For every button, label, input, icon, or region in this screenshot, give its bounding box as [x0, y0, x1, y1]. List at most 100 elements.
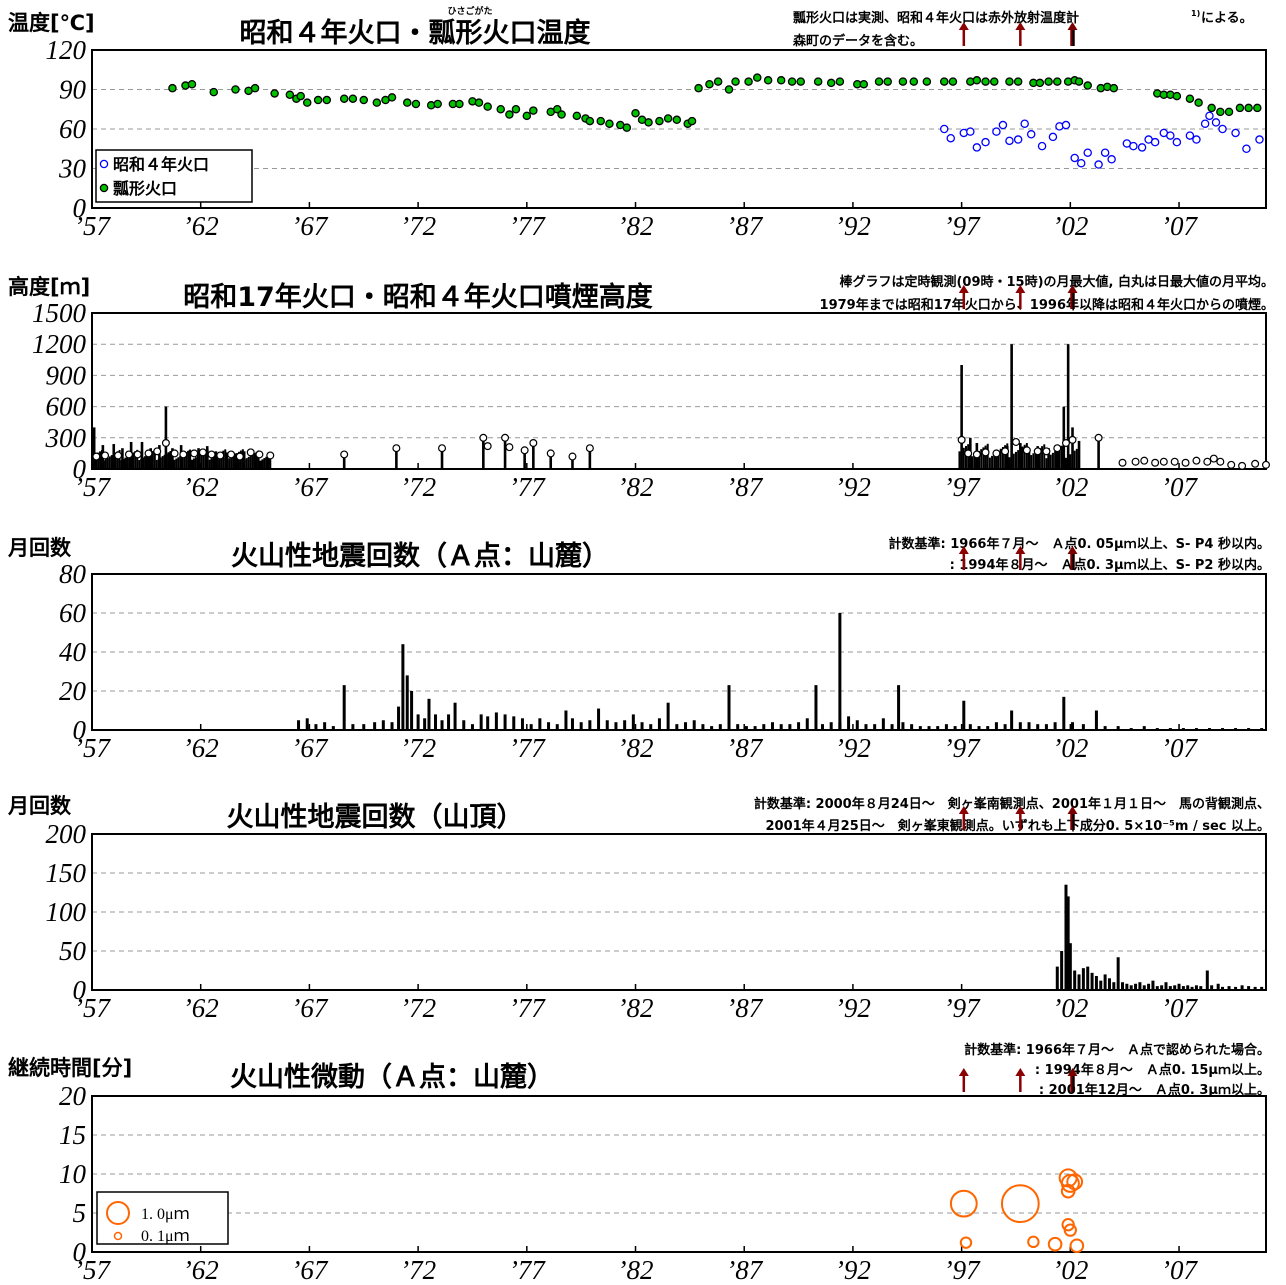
- temp-xtick-label: ’92: [835, 211, 871, 241]
- showa4-point: [1255, 135, 1264, 144]
- smoke-bar: [588, 448, 592, 469]
- smoke-daily-dot: [568, 452, 577, 461]
- quake_a-bar: [1116, 726, 1120, 730]
- quake_s-eruption-arrowhead: [1067, 806, 1078, 814]
- smoke-bar: [169, 450, 172, 469]
- smoke-bar: [93, 455, 96, 469]
- quake_a-ytick-label: 20: [59, 676, 87, 706]
- smoke-bar: [1051, 452, 1054, 469]
- smoke-daily-dot: [227, 450, 236, 459]
- quake_a-plot-frame: [91, 573, 1267, 731]
- smoke-note: 1979年までは昭和17年火口から、1996年以降は昭和４年火口からの噴煙。: [820, 297, 1274, 313]
- showa4-point: [1070, 153, 1079, 163]
- hyogo-point: [1207, 103, 1216, 113]
- quake_s-bar: [1147, 983, 1151, 990]
- quake_a-bar: [1003, 724, 1007, 730]
- tremor-xtick-label: ’87: [726, 1255, 763, 1285]
- smoke-bar: [175, 458, 178, 469]
- smoke-bar: [95, 453, 98, 469]
- quake_a-bar: [838, 613, 842, 730]
- smoke-daily-dot: [1131, 457, 1140, 466]
- quake_a-bar: [373, 722, 377, 730]
- hyogo-point: [939, 77, 949, 86]
- smoke-daily-dot: [1068, 435, 1077, 444]
- smoke-bar: [177, 457, 180, 469]
- showa4-point: [1094, 160, 1103, 169]
- smoke-bar: [1060, 445, 1063, 469]
- hyogo-point: [231, 85, 240, 94]
- quake_s-bar: [1253, 986, 1257, 990]
- smoke-daily-dot: [1170, 457, 1179, 466]
- hyogo-point: [922, 77, 932, 86]
- quake_a-bar: [701, 724, 705, 730]
- quake_a-xtick-label: ’02: [1052, 733, 1088, 763]
- hyogo-point: [483, 102, 492, 111]
- showa4-point: [1218, 124, 1227, 134]
- temp-legend-marker-showa4: [99, 159, 109, 169]
- smoke-bar: [236, 453, 239, 469]
- smoke-bar: [971, 456, 974, 469]
- hyogo-point: [270, 89, 279, 98]
- quake_s-xtick-label: ’92: [835, 993, 871, 1023]
- smoke-bar: [118, 449, 121, 469]
- quake_s-bar: [1216, 983, 1220, 990]
- hyogo-point: [981, 77, 990, 86]
- showa4-point: [1048, 132, 1058, 142]
- quake_a-xtick-label: ’82: [618, 733, 654, 763]
- quake_a-bar: [847, 716, 851, 730]
- temp-xtick-label: ’67: [291, 211, 328, 241]
- quake_a-bar: [588, 720, 592, 730]
- hyogo-point: [631, 108, 640, 118]
- quake_a-xtick-label: ’57: [74, 733, 111, 763]
- smoke-bar: [210, 458, 213, 469]
- smoke-bar: [157, 458, 160, 469]
- hyogo-point: [209, 87, 218, 97]
- hyogo-point: [874, 77, 884, 86]
- quake_s-bar: [1064, 884, 1068, 990]
- quake_s-bar: [1112, 982, 1116, 990]
- smoke-bar: [124, 457, 127, 469]
- quake_s-xtick-label: ’72: [400, 993, 436, 1023]
- hyogo-point: [313, 95, 323, 105]
- hyogo-point: [557, 110, 566, 119]
- hyogo-point: [813, 77, 823, 86]
- quake_a-bar: [881, 718, 885, 730]
- quake_s-xtick-label: ’62: [183, 993, 219, 1023]
- hyogo-point: [744, 77, 753, 86]
- smoke-daily-dot: [340, 450, 349, 459]
- quake_a-bar: [692, 720, 696, 730]
- quake_a-bar: [597, 708, 601, 730]
- temp-xtick-label: ’57: [74, 211, 111, 241]
- smoke-bar: [1071, 452, 1074, 469]
- smoke-bar: [1058, 447, 1061, 469]
- temp-title-ruby: ひさごがた: [447, 5, 492, 17]
- temp-xtick-label: ’82: [618, 211, 654, 241]
- quake_a-bar: [936, 726, 940, 730]
- showa4-point: [1211, 118, 1221, 127]
- hyogo-point: [883, 77, 892, 86]
- smoke-bar: [1066, 344, 1070, 469]
- smoke-bar: [1071, 427, 1074, 469]
- quake_a-bar: [440, 720, 444, 730]
- hyogo-point: [322, 95, 332, 105]
- quake_a-bar: [805, 718, 809, 730]
- quake_a-bar: [829, 722, 833, 730]
- tremor-ytick-label: 0: [73, 1237, 87, 1267]
- quake_s-bar: [1107, 978, 1111, 990]
- quake_a-bar: [1044, 724, 1048, 730]
- hyogo-point: [1185, 94, 1195, 103]
- quake_s-xtick-label: ’02: [1052, 993, 1088, 1023]
- tremor-xtick-label: ’02: [1052, 1255, 1088, 1285]
- quake_s-bar: [1234, 986, 1238, 990]
- smoke-bar: [140, 458, 143, 469]
- quake_a-xtick-label: ’92: [835, 733, 871, 763]
- smoke-bar: [196, 455, 199, 469]
- hyogo-point: [835, 77, 845, 86]
- smoke-bar: [265, 456, 268, 469]
- hyogo-point: [948, 77, 958, 86]
- smoke-bar: [1069, 454, 1072, 469]
- smoke-bar: [183, 453, 186, 469]
- tremor-legend-marker-small: [113, 1231, 123, 1241]
- quake_s-bar: [1121, 982, 1125, 990]
- quake_a-bar: [547, 722, 551, 730]
